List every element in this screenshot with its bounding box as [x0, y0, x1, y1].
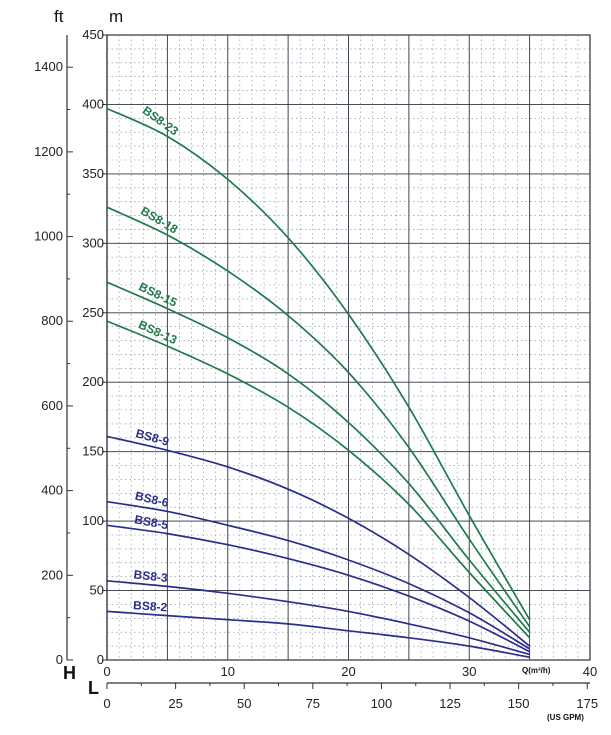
m-tick-label: 200	[82, 374, 104, 389]
m-tick-label: 50	[90, 583, 104, 598]
m-axis-ticks: 0 50 100 150 200 250 300 350 400 450	[82, 27, 107, 667]
q-tick-label: 0	[103, 664, 110, 679]
m-tick-label: 350	[82, 166, 104, 181]
ft-tick-label: 200	[41, 567, 63, 582]
q-tick-label: 10	[221, 664, 235, 679]
ft-unit-label: ft	[54, 7, 64, 26]
gpm-tick-label: 150	[508, 696, 530, 711]
ft-tick-label: 400	[41, 483, 63, 498]
m-unit-label: m	[109, 7, 123, 26]
curve-label-bs8-3: BS8-3	[133, 567, 169, 585]
gpm-tick-label: 175	[576, 696, 598, 711]
m-tick-label: 100	[82, 513, 104, 528]
q-axis-ticks: 0 10 20 30 40	[103, 664, 597, 679]
pump-curves	[107, 107, 531, 659]
m-tick-label: 0	[97, 652, 104, 667]
ft-axis-ticks: 0 200 400 600 800 1000 1200 1400	[34, 59, 73, 667]
m-tick-label: 150	[82, 444, 104, 459]
m-tick-label: 300	[82, 235, 104, 250]
curve-label-bs8-2: BS8-2	[133, 598, 168, 614]
gpm-tick-label: 25	[168, 696, 182, 711]
m-tick-label: 250	[82, 305, 104, 320]
ft-tick-label: 0	[56, 652, 63, 667]
q-tick-label: 40	[583, 664, 597, 679]
gpm-tick-label: 50	[237, 696, 251, 711]
q-tick-label: 20	[341, 664, 355, 679]
q-tick-label: 30	[462, 664, 476, 679]
m-tick-label: 450	[82, 27, 104, 42]
gpm-tick-label: 125	[439, 696, 461, 711]
gpm-unit-label: (US GPM)	[547, 713, 584, 722]
gpm-axis-ticks: 0 25 50 75 100 125 150 175	[103, 683, 598, 711]
ft-tick-label: 1400	[34, 59, 63, 74]
ft-tick-label: 800	[41, 313, 63, 328]
curve-bs8-15	[107, 281, 531, 633]
curve-label-bs8-5: BS8-5	[133, 512, 169, 532]
curve-bs8-9	[107, 435, 531, 647]
curve-bs8-2	[107, 610, 530, 659]
curve-bs8-23	[107, 107, 531, 621]
ft-tick-label: 1200	[34, 144, 63, 159]
curve-bs8-13	[107, 320, 531, 639]
curve-bs8-3	[107, 579, 530, 656]
curve-bs8-6	[107, 500, 531, 650]
m-tick-label: 400	[82, 96, 104, 111]
h-axis-letter: H	[63, 663, 76, 683]
gpm-tick-label: 75	[306, 696, 320, 711]
curve-bs8-18	[107, 206, 531, 628]
gpm-tick-label: 0	[103, 696, 110, 711]
curve-bs8-5	[107, 524, 530, 653]
q-unit-label: Q(m³/h)	[522, 666, 551, 675]
ft-tick-label: 600	[41, 398, 63, 413]
l-axis-letter: L	[88, 678, 99, 698]
major-grid	[107, 35, 590, 660]
ft-tick-label: 1000	[34, 229, 63, 244]
minor-grid	[107, 35, 590, 660]
gpm-tick-label: 100	[371, 696, 393, 711]
